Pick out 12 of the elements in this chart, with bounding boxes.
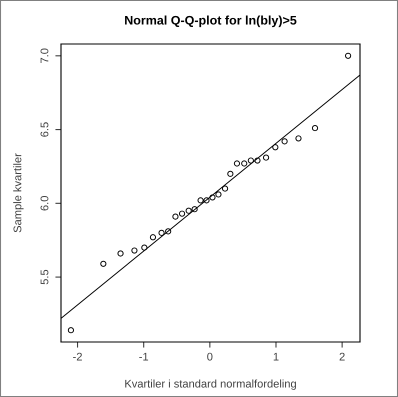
x-tick-label: 0 <box>207 352 212 361</box>
y-tick-label: 6.5 <box>40 122 48 137</box>
y-axis-title: Sample kvartiler <box>13 153 24 232</box>
x-tick-label: -2 <box>73 352 82 360</box>
y-tick-label: 7.0 <box>40 48 48 63</box>
x-axis-title: Kvartiler i standard normalfordeling <box>125 379 296 390</box>
y-tick-label: 5.5 <box>40 270 48 284</box>
x-tick-label: -1 <box>139 352 148 360</box>
y-tick-label: 6.0 <box>40 196 48 210</box>
x-tick-label: 2 <box>340 352 345 360</box>
chart-title: Normal Q-Q-plot for ln(bly)>5 <box>125 15 296 28</box>
x-tick-label: 1 <box>274 352 279 360</box>
